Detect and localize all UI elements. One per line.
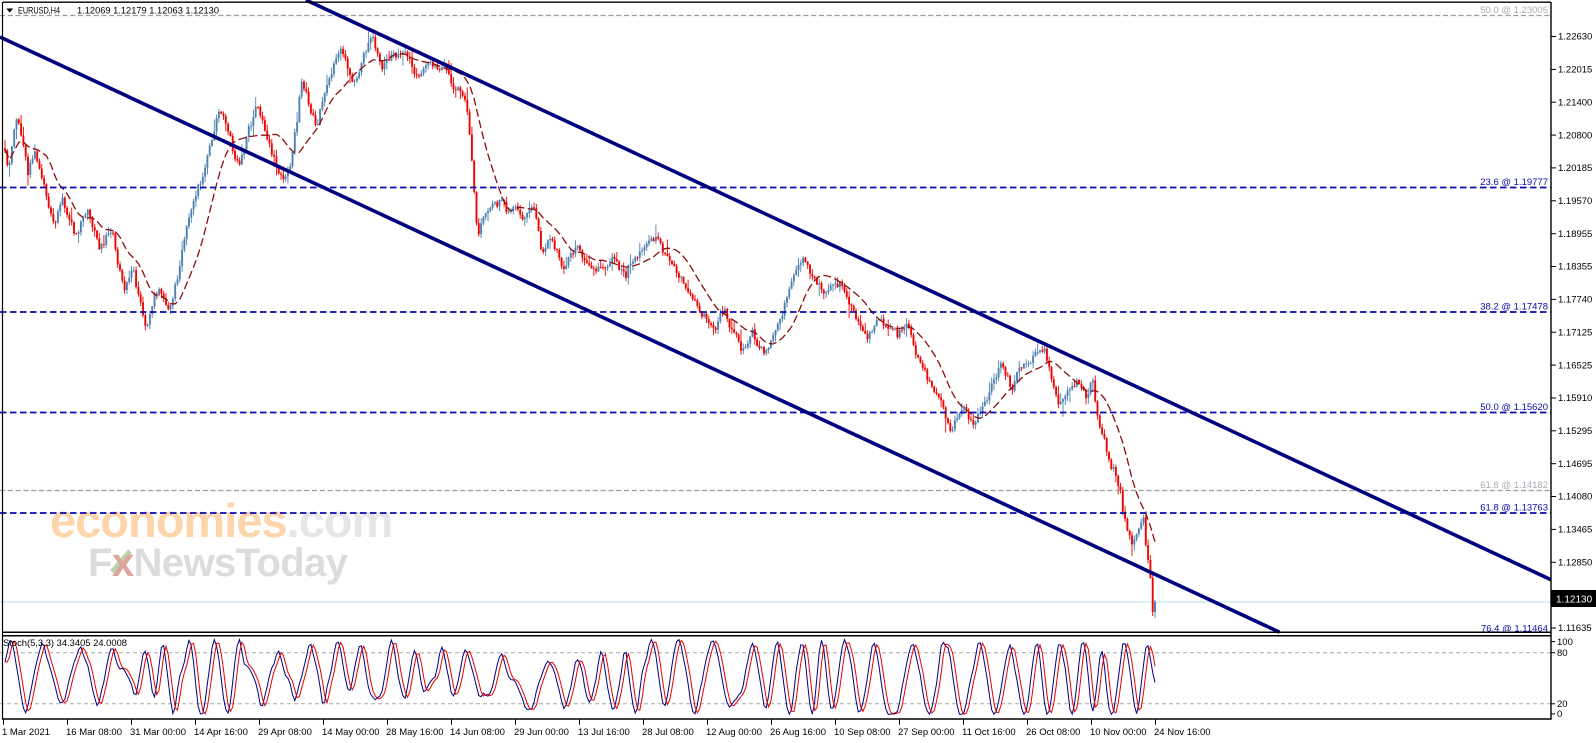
svg-text:16 Mar 08:00: 16 Mar 08:00 [66, 727, 122, 738]
svg-text:24 Nov 16:00: 24 Nov 16:00 [1154, 727, 1211, 738]
svg-text:1.21400: 1.21400 [1558, 97, 1592, 108]
svg-text:1.12069 1.12179 1.12063 1.1213: 1.12069 1.12179 1.12063 1.12130 [77, 5, 219, 16]
svg-text:1.14695: 1.14695 [1558, 459, 1592, 470]
svg-text:10 Sep 08:00: 10 Sep 08:00 [834, 727, 891, 738]
svg-text:economies.com: economies.com [50, 494, 392, 547]
svg-text:50.0 @ 1.15620: 50.0 @ 1.15620 [1480, 402, 1548, 413]
svg-text:1.12130: 1.12130 [1556, 595, 1593, 606]
svg-text:1.22630: 1.22630 [1558, 32, 1592, 43]
svg-text:1.14080: 1.14080 [1558, 492, 1592, 503]
svg-text:12 Aug 00:00: 12 Aug 00:00 [706, 727, 762, 738]
svg-text:61.8 @ 1.13763: 61.8 @ 1.13763 [1480, 503, 1548, 514]
svg-text:FxNewsToday: FxNewsToday [88, 541, 349, 585]
svg-text:28 May 16:00: 28 May 16:00 [386, 727, 444, 738]
svg-text:20: 20 [1557, 699, 1568, 710]
svg-text:Stoch(5,3,3) 34.3405 24.0008: Stoch(5,3,3) 34.3405 24.0008 [3, 638, 127, 649]
svg-text:1.15910: 1.15910 [1558, 393, 1592, 404]
svg-text:23.6 @ 1.19777: 23.6 @ 1.19777 [1480, 177, 1548, 188]
svg-text:1.18355: 1.18355 [1558, 262, 1592, 273]
svg-text:29 Apr 08:00: 29 Apr 08:00 [258, 727, 312, 738]
svg-text:38.2 @ 1.17478: 38.2 @ 1.17478 [1480, 302, 1548, 313]
svg-text:26 Oct 08:00: 26 Oct 08:00 [1026, 727, 1080, 738]
svg-text:1.18955: 1.18955 [1558, 229, 1592, 240]
svg-text:1 Mar 2021: 1 Mar 2021 [2, 727, 50, 738]
svg-text:80: 80 [1557, 648, 1568, 659]
svg-text:11 Oct 16:00: 11 Oct 16:00 [962, 727, 1016, 738]
svg-text:0: 0 [1557, 709, 1562, 720]
svg-text:1.22015: 1.22015 [1558, 65, 1592, 76]
svg-text:1.15295: 1.15295 [1558, 426, 1592, 437]
svg-text:14 Apr 16:00: 14 Apr 16:00 [194, 727, 248, 738]
svg-text:28 Jul 08:00: 28 Jul 08:00 [642, 727, 694, 738]
svg-text:1.13465: 1.13465 [1558, 525, 1592, 536]
svg-text:76.4 @ 1.11464: 76.4 @ 1.11464 [1481, 624, 1548, 635]
svg-text:10 Nov 00:00: 10 Nov 00:00 [1090, 727, 1147, 738]
svg-text:50.0 @ 1.23005: 50.0 @ 1.23005 [1480, 5, 1548, 16]
svg-text:13 Jul 16:00: 13 Jul 16:00 [578, 727, 630, 738]
svg-text:1.20800: 1.20800 [1558, 130, 1592, 141]
svg-text:26 Aug 16:00: 26 Aug 16:00 [770, 727, 826, 738]
svg-text:27 Sep 00:00: 27 Sep 00:00 [898, 727, 955, 738]
svg-text:1.19570: 1.19570 [1558, 196, 1592, 207]
svg-text:29 Jun 00:00: 29 Jun 00:00 [514, 727, 569, 738]
svg-text:14 May 00:00: 14 May 00:00 [322, 727, 380, 738]
svg-text:EURUSD,H4: EURUSD,H4 [18, 5, 60, 16]
svg-text:1.20185: 1.20185 [1558, 163, 1592, 174]
svg-text:31 Mar 00:00: 31 Mar 00:00 [130, 727, 186, 738]
svg-text:1.16525: 1.16525 [1558, 360, 1592, 371]
svg-text:1.17125: 1.17125 [1558, 327, 1592, 338]
svg-text:100: 100 [1557, 637, 1573, 648]
svg-text:1.12850: 1.12850 [1558, 558, 1592, 569]
svg-text:1.17740: 1.17740 [1558, 295, 1592, 306]
svg-text:61.8 @ 1.14182: 61.8 @ 1.14182 [1480, 480, 1548, 491]
svg-text:1.11635: 1.11635 [1558, 623, 1592, 634]
svg-text:14 Jun 08:00: 14 Jun 08:00 [450, 727, 505, 738]
